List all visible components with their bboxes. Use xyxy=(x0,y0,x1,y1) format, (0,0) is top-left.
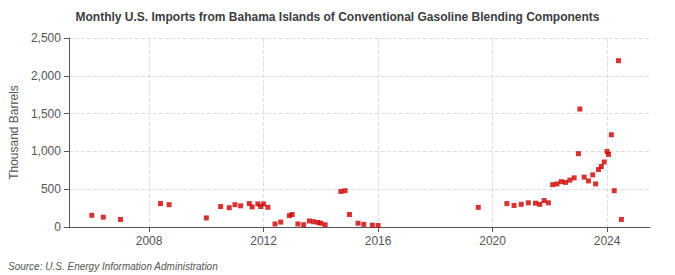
svg-text:Thousand Barrels: Thousand Barrels xyxy=(7,85,21,180)
svg-text:2024: 2024 xyxy=(594,234,621,248)
svg-text:Monthly U.S. Imports from Baha: Monthly U.S. Imports from Bahama Islands… xyxy=(75,10,599,24)
svg-text:2,000: 2,000 xyxy=(31,69,61,83)
svg-text:Source: U.S. Energy Informatio: Source: U.S. Energy Information Administ… xyxy=(8,261,218,272)
svg-text:2020: 2020 xyxy=(479,234,506,248)
svg-text:1,000: 1,000 xyxy=(31,144,61,158)
svg-text:0: 0 xyxy=(54,220,61,234)
svg-text:2012: 2012 xyxy=(250,234,277,248)
svg-text:2008: 2008 xyxy=(136,234,163,248)
svg-text:500: 500 xyxy=(41,182,61,196)
svg-text:2016: 2016 xyxy=(365,234,392,248)
svg-text:1,500: 1,500 xyxy=(31,107,61,121)
svg-text:2,500: 2,500 xyxy=(31,31,61,45)
